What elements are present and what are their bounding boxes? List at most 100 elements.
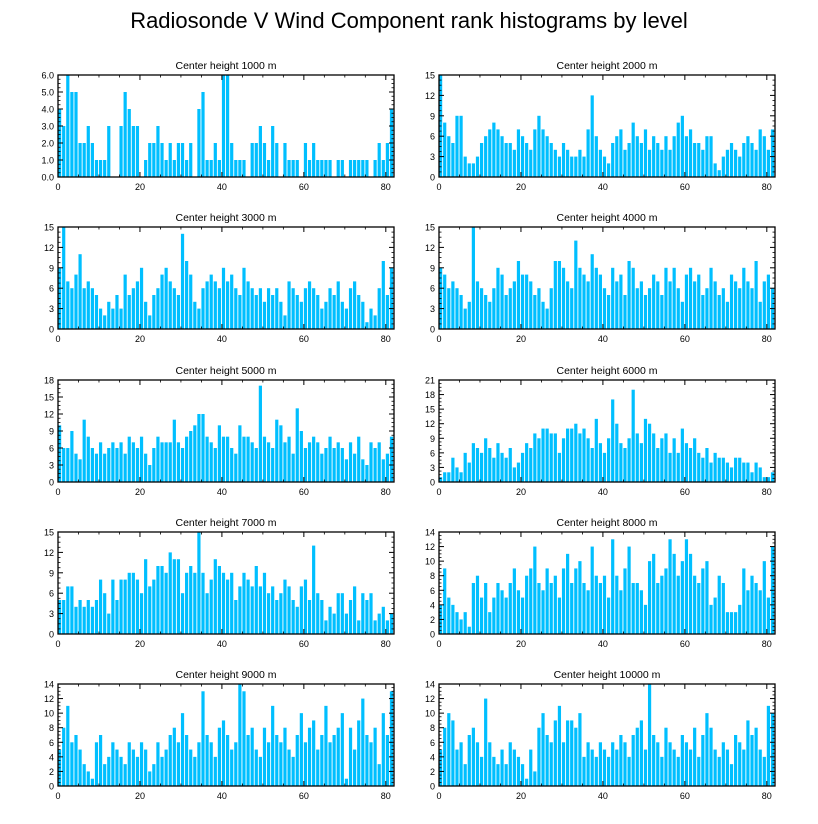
y-tick-label: 3 bbox=[49, 304, 54, 314]
bar bbox=[762, 136, 766, 177]
bar bbox=[758, 301, 762, 329]
bar bbox=[320, 735, 324, 786]
bar bbox=[635, 583, 639, 634]
x-tick-label: 60 bbox=[680, 334, 690, 344]
bar bbox=[361, 459, 365, 482]
bar bbox=[361, 301, 365, 329]
bar bbox=[209, 274, 213, 329]
bar bbox=[193, 572, 197, 634]
bar bbox=[537, 288, 541, 329]
bar bbox=[525, 575, 529, 634]
bar bbox=[320, 160, 324, 177]
bar bbox=[721, 457, 725, 482]
bar bbox=[611, 143, 615, 177]
bar bbox=[58, 425, 62, 482]
bar bbox=[623, 295, 627, 329]
bar bbox=[660, 149, 664, 177]
bar bbox=[152, 143, 156, 177]
x-tick-label: 80 bbox=[762, 182, 772, 192]
bar bbox=[607, 597, 611, 634]
bar bbox=[545, 428, 549, 482]
bar bbox=[676, 122, 680, 177]
bar bbox=[336, 160, 340, 177]
bar bbox=[250, 586, 254, 634]
bar bbox=[103, 764, 107, 786]
bar bbox=[82, 288, 86, 329]
y-tick-label: 12 bbox=[425, 243, 435, 253]
bar bbox=[734, 149, 738, 177]
bar bbox=[262, 727, 267, 786]
bar bbox=[238, 425, 242, 482]
bar bbox=[328, 742, 332, 786]
bar bbox=[586, 742, 590, 786]
bar bbox=[451, 604, 455, 634]
bar bbox=[78, 254, 82, 329]
bar bbox=[123, 764, 127, 786]
bar bbox=[627, 438, 631, 482]
bar bbox=[475, 575, 480, 634]
bar bbox=[266, 442, 271, 482]
bar bbox=[377, 613, 381, 634]
bar bbox=[361, 593, 365, 634]
bar bbox=[242, 160, 246, 177]
bar bbox=[90, 606, 94, 634]
bar bbox=[164, 572, 168, 634]
bar bbox=[553, 261, 557, 329]
bar bbox=[721, 156, 725, 177]
bar bbox=[750, 575, 754, 634]
bar bbox=[471, 227, 475, 329]
bar bbox=[463, 764, 467, 786]
bar bbox=[230, 572, 234, 634]
bar bbox=[647, 684, 652, 786]
bar bbox=[180, 713, 185, 786]
bar bbox=[672, 749, 676, 786]
bar bbox=[213, 559, 217, 634]
bar bbox=[176, 295, 181, 329]
bar bbox=[283, 727, 287, 786]
bar bbox=[492, 288, 496, 329]
bar bbox=[561, 267, 566, 329]
bar bbox=[312, 436, 316, 482]
bar bbox=[508, 742, 512, 786]
bar bbox=[652, 433, 656, 482]
bar bbox=[381, 261, 385, 329]
y-tick-label: 3 bbox=[430, 463, 435, 473]
x-tick-label: 0 bbox=[55, 639, 60, 649]
bar bbox=[185, 261, 189, 329]
bar bbox=[627, 756, 631, 786]
bar bbox=[160, 756, 164, 786]
bar bbox=[197, 742, 201, 786]
bar bbox=[668, 742, 672, 786]
bar bbox=[246, 436, 250, 482]
bar bbox=[492, 457, 496, 482]
bar bbox=[742, 143, 746, 177]
bar bbox=[94, 295, 99, 329]
bar bbox=[365, 735, 369, 786]
bar bbox=[160, 274, 164, 329]
x-tick-label: 60 bbox=[299, 334, 309, 344]
bar bbox=[676, 756, 680, 786]
bar bbox=[357, 295, 361, 329]
bar bbox=[176, 559, 181, 634]
bar bbox=[377, 288, 381, 329]
bar bbox=[705, 713, 709, 786]
bar bbox=[574, 568, 578, 634]
bar bbox=[135, 579, 140, 634]
panel-4: Center height 4000 m 0 3 6 9 12 15 0 20 40 60 80 bbox=[425, 212, 776, 344]
bar bbox=[750, 735, 754, 786]
panel-title: Center height 7000 m bbox=[176, 517, 277, 529]
y-tick-label: 6 bbox=[430, 284, 435, 294]
bar bbox=[496, 764, 500, 786]
bar bbox=[693, 727, 697, 786]
bar bbox=[164, 749, 168, 786]
y-tick-label: 12 bbox=[425, 694, 435, 704]
bar bbox=[340, 448, 344, 482]
bar bbox=[705, 448, 709, 482]
bar bbox=[492, 756, 496, 786]
bar bbox=[479, 597, 484, 634]
bar bbox=[66, 75, 70, 177]
bar bbox=[512, 281, 516, 329]
y-tick-label: 15 bbox=[44, 223, 54, 233]
bar bbox=[156, 288, 160, 329]
bar bbox=[74, 274, 78, 329]
